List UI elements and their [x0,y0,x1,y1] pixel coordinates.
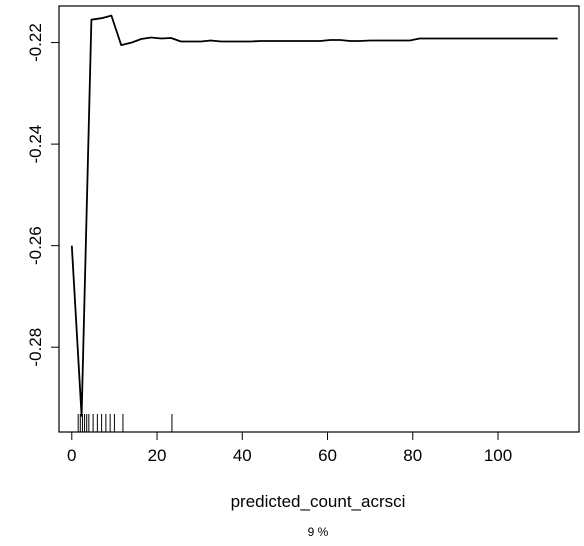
x-tick-label: 20 [148,446,167,465]
x-tick-label: 40 [233,446,252,465]
series-layer [70,14,558,417]
y-tick-label: -0.24 [26,125,45,164]
y-axis: -0.28 -0.26 -0.24 -0.22 [26,23,59,367]
y-tick-label: -0.28 [26,328,45,367]
x-axis-title: predicted_count_acrsci [231,492,406,511]
series-line [70,14,558,417]
x-tick-label: 60 [318,446,337,465]
y-tick-label: -0.22 [26,23,45,62]
x-tick-label: 100 [484,446,512,465]
rug-layer [77,414,173,432]
y-tick-label: -0.26 [26,226,45,265]
x-axis-subtitle: 9 % [308,525,329,539]
plot-frame [58,5,580,433]
x-tick-label: 0 [67,446,76,465]
x-tick-label: 80 [403,446,422,465]
x-axis: 0 20 40 60 80 100 [67,432,512,465]
